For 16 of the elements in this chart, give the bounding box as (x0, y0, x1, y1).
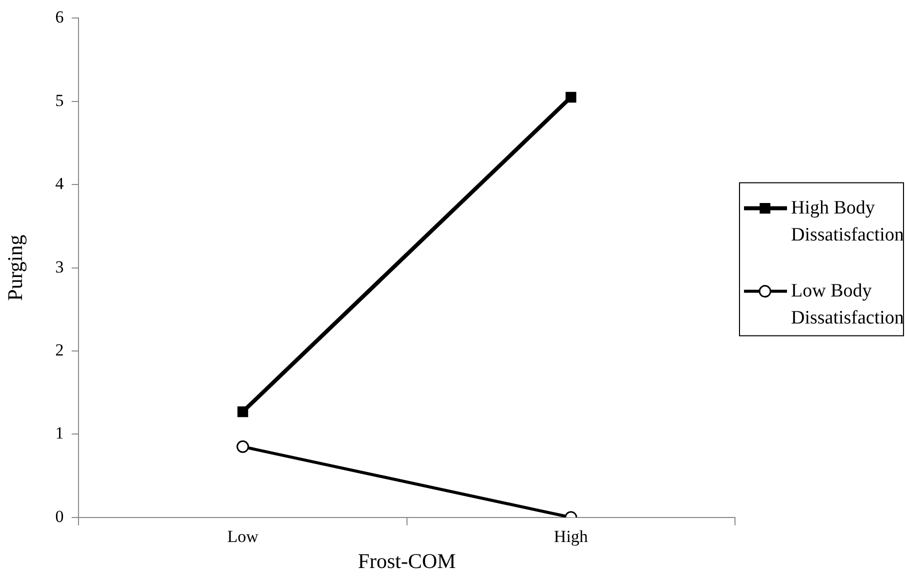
y-tick-label: 0 (55, 506, 64, 526)
y-tick-label: 4 (55, 174, 64, 194)
point (236, 440, 250, 453)
point (566, 92, 576, 103)
x-axis-title: Frost-COM (358, 548, 456, 573)
y-tick-label: 6 (55, 8, 64, 27)
y-tick-label: 5 (55, 90, 64, 110)
y-tick-label: 1 (55, 424, 64, 443)
legend-label: Low Body Dissatisfaction (791, 280, 904, 328)
y-axis-title: Purging (3, 234, 28, 301)
x-tick-label: High (554, 527, 588, 546)
y-tick-label: 2 (55, 340, 64, 360)
point (237, 406, 248, 418)
legend-label: High Body Dissatisfaction (791, 197, 904, 246)
y-tick-label: 3 (55, 257, 64, 276)
x-tick-label: Low (227, 527, 260, 546)
